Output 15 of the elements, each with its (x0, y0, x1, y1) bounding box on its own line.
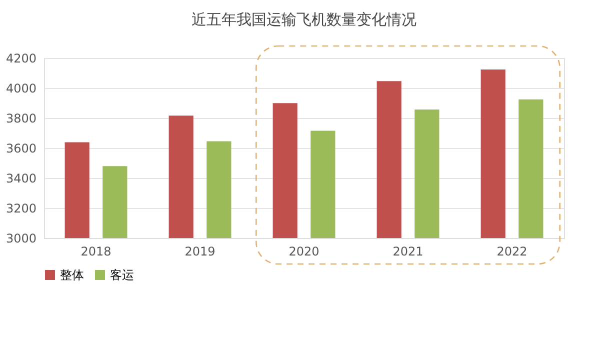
x-tick-label: 2018 (80, 244, 112, 258)
y-tick-label: 3800 (6, 112, 36, 126)
y-tick-label: 3600 (6, 142, 36, 156)
y-tick-label: 3400 (6, 172, 36, 186)
legend-label: 整体 (60, 268, 84, 282)
x-tick-label: 2019 (184, 244, 216, 258)
chart-title: 近五年我国运输飞机数量变化情况 (192, 10, 416, 28)
y-tick-label: 4000 (6, 82, 36, 96)
x-tick-label: 2022 (496, 244, 528, 258)
x-tick-label: 2021 (392, 244, 424, 258)
y-tick-label: 4200 (6, 52, 36, 66)
y-tick-label: 3200 (6, 202, 36, 216)
x-tick-label: 2020 (288, 244, 320, 258)
y-tick-label: 3000 (6, 232, 36, 246)
legend-label: 客运 (110, 268, 134, 282)
